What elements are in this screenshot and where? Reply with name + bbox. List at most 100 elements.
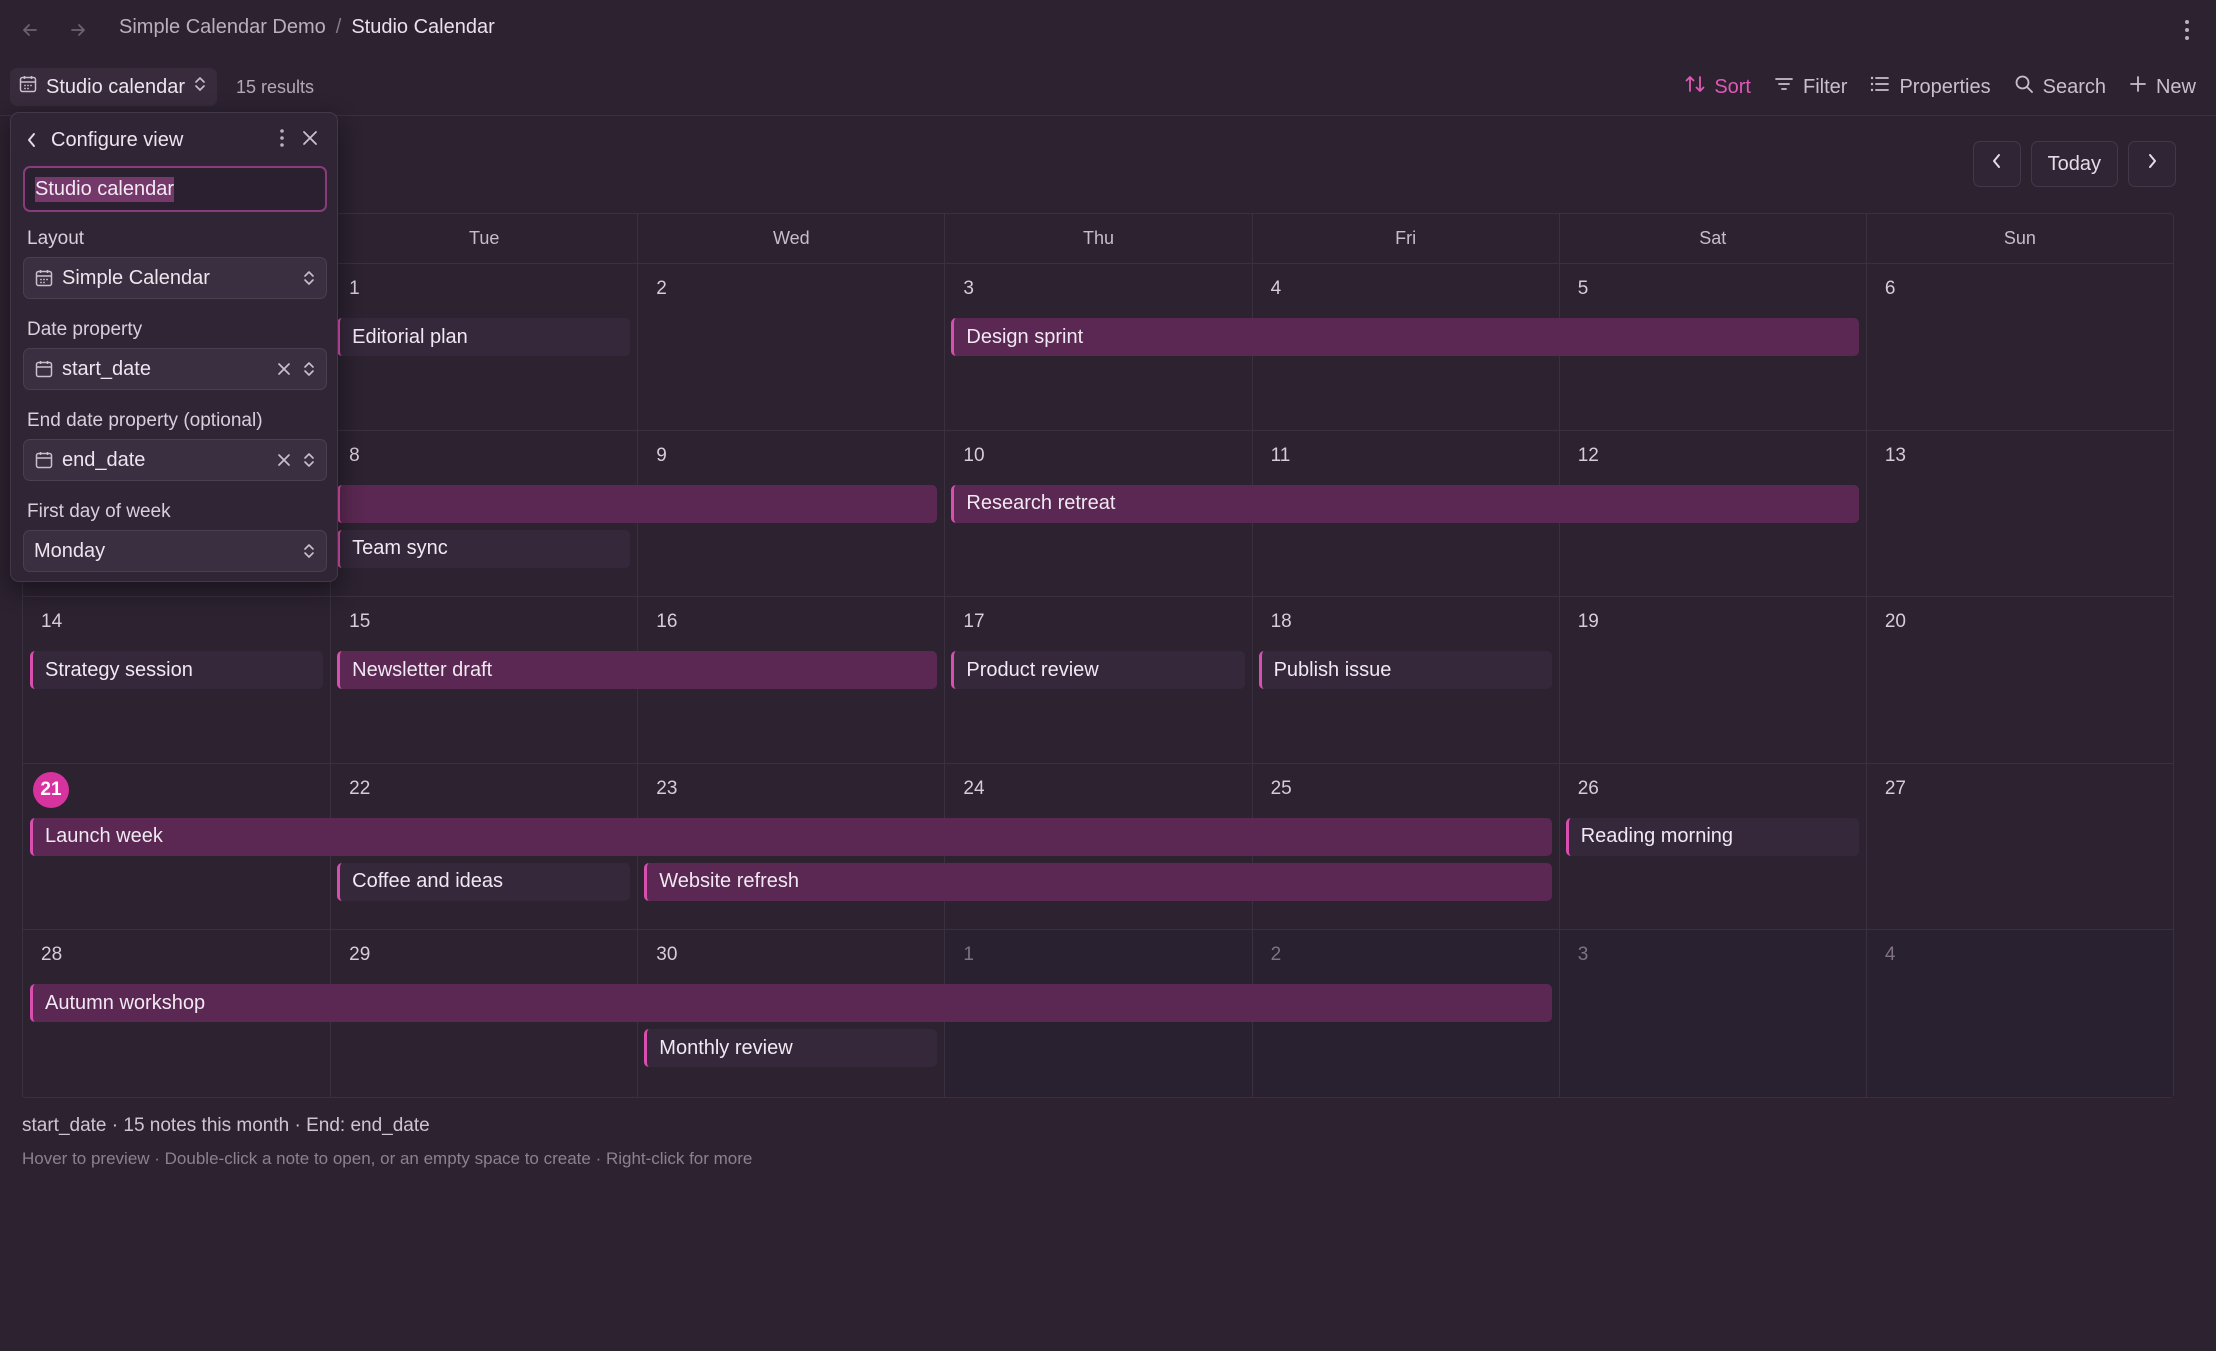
view-name-input-value: Studio calendar (35, 176, 174, 202)
properties-label: Properties (1899, 75, 1991, 98)
day-number: 28 (41, 944, 63, 965)
calendar-weeks: 1 2 3 4 5 6 Editorial plan Design sprint 8 9 10 11 1… (23, 264, 2173, 1097)
first-day-label: First day of week (27, 501, 171, 522)
day-number: 8 (349, 444, 360, 466)
first-day-select[interactable]: Monday (23, 530, 327, 572)
plus-icon (2128, 74, 2148, 100)
day-number: 23 (656, 777, 678, 799)
breadcrumb-current[interactable]: Studio Calendar (351, 16, 495, 38)
day-number: 20 (1884, 611, 1906, 632)
day-cell[interactable]: 18 (1251, 597, 1559, 763)
view-name-input[interactable]: Studio calendar (23, 166, 327, 212)
day-number: 12 (1577, 444, 1599, 466)
first-day-value: Monday (34, 539, 106, 562)
calendar-event[interactable]: Monthly review (644, 1029, 938, 1067)
next-month-button[interactable] (2128, 141, 2176, 187)
day-number: 3 (1577, 944, 1589, 965)
calendar-navigation: Today (1972, 141, 2176, 187)
day-number: 18 (1270, 611, 1292, 632)
calendar-event[interactable]: Editorial plan (337, 318, 631, 356)
footer-summary: start_date · 15 notes this month · End: … (22, 1115, 430, 1136)
search-label: Search (2042, 75, 2106, 98)
day-cell[interactable]: 2 (637, 264, 944, 430)
day-cell[interactable]: 27 (1865, 763, 2173, 929)
previous-month-button[interactable] (1972, 141, 2021, 187)
day-cell[interactable]: 28 (23, 930, 330, 1097)
day-cell[interactable]: 13 (1865, 430, 2173, 596)
calendar-week: 28 29 30 1 2 3 4 Autumn workshop Monthly review (23, 930, 2173, 1097)
layout-select[interactable]: Simple Calendar (23, 257, 327, 299)
calendar-event[interactable]: Reading morning (1565, 817, 1859, 856)
day-cell[interactable]: 14 (23, 597, 330, 763)
day-number: 4 (1270, 278, 1282, 299)
calendar-event[interactable]: Product review (951, 651, 1245, 689)
day-cell[interactable]: 6 (1865, 264, 2173, 430)
weekday-thu: Thu (944, 214, 1251, 263)
day-cell[interactable]: 3 (1558, 930, 1866, 1097)
day-cell[interactable]: 3 (944, 264, 1251, 430)
calendar-event[interactable]: Team sync (337, 529, 631, 568)
day-cell[interactable]: 21 (23, 764, 330, 930)
filter-button[interactable]: Filter (1773, 73, 1847, 101)
clear-icon[interactable] (276, 452, 292, 468)
day-number: 17 (963, 611, 985, 632)
sort-button[interactable]: Sort (1684, 73, 1751, 101)
breadcrumb: Simple Calendar Demo / Studio Calendar (119, 16, 495, 39)
search-button[interactable]: Search (2013, 73, 2106, 101)
calendar-event[interactable]: Launch week (30, 817, 1552, 856)
day-number: 14 (41, 611, 63, 632)
calendar-event[interactable]: Autumn workshop (30, 984, 1552, 1022)
back-arrow-icon[interactable] (14, 14, 46, 46)
panel-title: Configure view (51, 128, 184, 151)
view-switcher[interactable]: Studio calendar (10, 68, 217, 106)
new-label: New (2155, 75, 2196, 98)
calendar-event[interactable]: Website refresh (644, 862, 1552, 901)
forward-arrow-icon[interactable] (62, 14, 94, 46)
date-property-select[interactable]: start_date (23, 348, 327, 390)
more-options-icon[interactable] (2172, 14, 2202, 46)
day-number: 25 (1270, 777, 1292, 799)
calendar-icon (34, 268, 54, 288)
day-cell[interactable]: 10 (944, 430, 1251, 596)
panel-header: Configure view (25, 123, 327, 157)
day-cell[interactable]: 20 (1865, 597, 2173, 763)
layout-value: Simple Calendar (62, 266, 210, 289)
calendar-event[interactable] (337, 484, 938, 523)
properties-button[interactable]: Properties (1869, 73, 1991, 101)
weekday-tue: Tue (330, 214, 637, 263)
day-number: 1 (963, 944, 974, 965)
day-cell[interactable]: 19 (1558, 597, 1866, 763)
day-cell[interactable]: 4 (1865, 930, 2173, 1097)
calendar-event[interactable]: Publish issue (1258, 651, 1552, 689)
back-chevron-icon[interactable] (25, 131, 47, 149)
search-icon (2013, 73, 2035, 101)
calendar-icon (34, 450, 54, 470)
sort-label: Sort (1714, 75, 1751, 98)
chevron-updown-icon (302, 542, 316, 560)
calendar-event[interactable]: Strategy session (30, 651, 324, 689)
calendar-event[interactable]: Newsletter draft (337, 651, 938, 689)
day-number: 2 (656, 278, 667, 299)
day-number: 3 (963, 278, 974, 299)
day-number: 15 (349, 611, 371, 632)
day-cell[interactable]: 26 (1558, 763, 1866, 929)
calendar-event[interactable]: Coffee and ideas (337, 862, 631, 901)
close-icon[interactable] (299, 127, 321, 154)
date-property-label: Date property (27, 319, 143, 340)
day-number: 2 (1270, 944, 1282, 965)
day-cell[interactable]: 17 (944, 597, 1251, 763)
day-number: 27 (1884, 777, 1906, 799)
day-cell[interactable]: 15 (330, 597, 637, 763)
new-button[interactable]: New (2128, 74, 2196, 100)
filter-icon (1773, 73, 1795, 101)
day-number: 5 (1577, 278, 1589, 299)
panel-more-icon[interactable] (279, 127, 285, 154)
clear-icon[interactable] (276, 361, 292, 377)
sort-icon (1684, 73, 1706, 101)
breadcrumb-parent[interactable]: Simple Calendar Demo (119, 16, 326, 38)
day-number: 22 (349, 777, 371, 799)
calendar-event[interactable]: Research retreat (951, 484, 1859, 523)
calendar-event[interactable]: Design sprint (951, 318, 1859, 356)
today-button[interactable]: Today (2030, 141, 2118, 187)
end-date-property-select[interactable]: end_date (23, 439, 327, 481)
